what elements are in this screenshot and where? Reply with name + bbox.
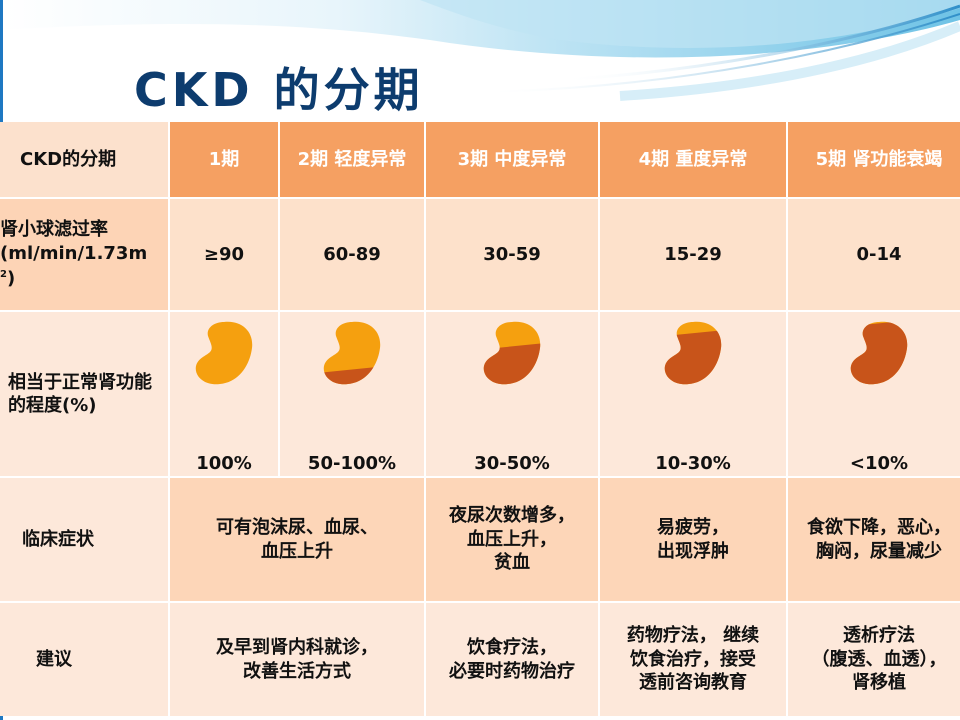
gfr-label-line1: 肾小球滤过率 bbox=[0, 219, 108, 241]
gfr-value-stage-5: 0-14 bbox=[788, 199, 960, 310]
advice-stage-3: 饮食疗法， 必要时药物治疗 bbox=[426, 603, 598, 716]
gfr-value-stage-4: 15-29 bbox=[600, 199, 786, 310]
symptoms-row-label: 临床症状 bbox=[0, 478, 168, 601]
header-stage-4: 4期 重度异常 bbox=[600, 122, 786, 197]
function-stage-4: 10-30% bbox=[600, 312, 786, 476]
gfr-value-stage-1: ≥90 bbox=[170, 199, 278, 310]
gfr-label-line2: (ml/min/1.73m bbox=[0, 243, 148, 265]
advice-stage-5: 透析疗法 （腹透、血透）， 肾移植 bbox=[788, 603, 960, 716]
page-title: CKD 的分期 bbox=[134, 63, 424, 117]
header-stage-5: 5期 肾功能衰竭 bbox=[788, 122, 960, 197]
function-row-label: 相当于正常肾功能的程度(%) bbox=[0, 312, 168, 476]
function-stage-3: 30-50% bbox=[426, 312, 598, 476]
header-stage-2: 2期 轻度异常 bbox=[280, 122, 424, 197]
kidney-icon bbox=[664, 321, 722, 385]
kidney-remaining-function bbox=[195, 321, 253, 385]
gfr-label-line3: ) bbox=[6, 267, 16, 289]
function-stage-5: <10% bbox=[788, 312, 960, 476]
kidney-lost-function bbox=[664, 329, 722, 385]
kidney-lost-function bbox=[483, 342, 541, 385]
gfr-value-stage-3: 30-59 bbox=[426, 199, 598, 310]
gfr-value-stage-2: 60-89 bbox=[280, 199, 424, 310]
function-value-stage-4: 10-30% bbox=[655, 452, 731, 474]
advice-stage-1-2: 及早到肾内科就诊， 改善生活方式 bbox=[170, 603, 424, 716]
kidney-icon bbox=[323, 321, 381, 385]
header-wave-decoration bbox=[0, 0, 960, 101]
advice-row-label: 建议 bbox=[0, 603, 168, 716]
function-value-stage-2: 50-100% bbox=[307, 452, 397, 474]
symptoms-stage-5: 食欲下降，恶心， 胸闷，尿量减少 bbox=[788, 478, 960, 601]
function-stage-2: 50-100% bbox=[280, 312, 424, 476]
header-label-cell: CKD的分期 bbox=[0, 122, 168, 197]
function-value-stage-5: <10% bbox=[849, 452, 909, 474]
function-label-text: 相当于正常肾功能的程度(%) bbox=[8, 371, 152, 416]
function-value-stage-3: 30-50% bbox=[474, 452, 550, 474]
symptoms-stage-3: 夜尿次数增多， 血压上升， 贫血 bbox=[426, 478, 598, 601]
function-value-stage-1: 100% bbox=[196, 452, 252, 474]
kidney-lost-function bbox=[850, 321, 908, 385]
header-stage-1: 1期 bbox=[170, 122, 278, 197]
advice-label-text: 建议 bbox=[36, 648, 72, 670]
symptoms-stage-4: 易疲劳， 出现浮肿 bbox=[600, 478, 786, 601]
function-stage-1: 100% bbox=[170, 312, 278, 476]
ckd-stage-table: CKD的分期 1期 2期 轻度异常 3期 中度异常 4期 重度异常 5期 肾功能… bbox=[0, 122, 960, 716]
symptoms-label-text: 临床症状 bbox=[22, 528, 94, 550]
gfr-row-label: 肾小球滤过率 (ml/min/1.73m 2) bbox=[0, 199, 168, 310]
advice-stage-4: 药物疗法， 继续 饮食治疗，接受 透前咨询教育 bbox=[600, 603, 786, 716]
gfr-label-sup: 2 bbox=[0, 268, 7, 280]
symptoms-stage-1-2: 可有泡沫尿、血尿、 血压上升 bbox=[170, 478, 424, 601]
header-stage-3: 3期 中度异常 bbox=[426, 122, 598, 197]
kidney-icon bbox=[195, 321, 253, 385]
kidney-icon bbox=[850, 321, 908, 385]
kidney-icon bbox=[483, 321, 541, 385]
